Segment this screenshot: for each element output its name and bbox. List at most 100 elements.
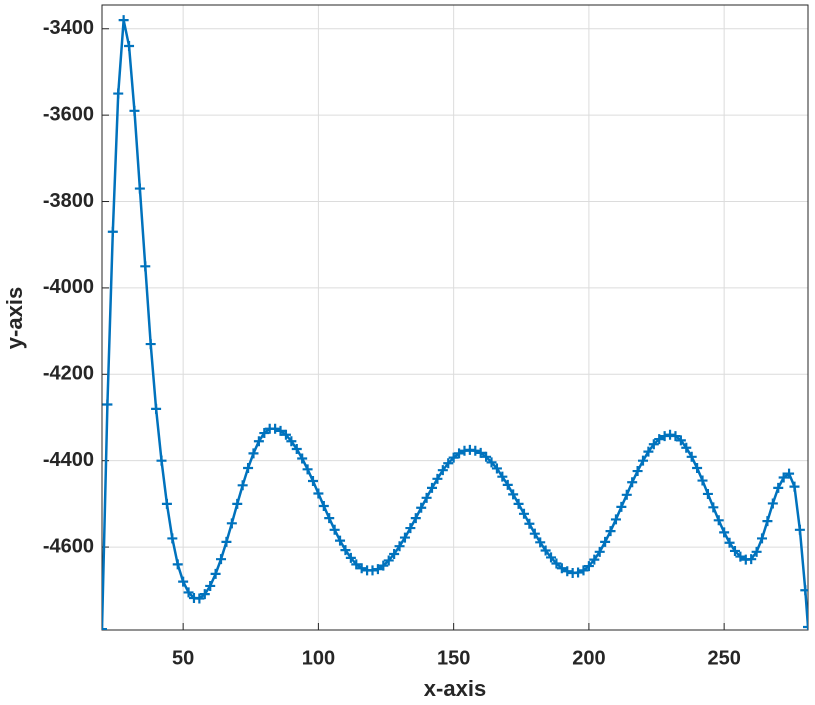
data-marker [389, 548, 400, 559]
data-marker [345, 552, 356, 563]
data-marker [378, 560, 389, 571]
data-marker [637, 455, 648, 466]
data-marker [751, 546, 762, 557]
data-marker [600, 536, 611, 547]
data-marker [232, 498, 243, 509]
data-marker [573, 567, 584, 578]
data-marker [205, 580, 216, 591]
data-marker [697, 475, 708, 486]
data-marker [583, 561, 594, 572]
x-tick-label: 100 [302, 647, 335, 669]
data-marker [757, 533, 768, 544]
data-marker [659, 431, 670, 442]
data-marker [151, 403, 162, 414]
data-marker [410, 513, 421, 524]
data-marker [448, 452, 459, 463]
data-marker [675, 435, 686, 446]
data-marker [654, 434, 665, 445]
data-marker [302, 464, 313, 475]
data-marker [161, 498, 172, 509]
data-marker [773, 482, 784, 493]
data-marker [113, 88, 124, 99]
data-marker [746, 554, 757, 565]
data-marker [800, 585, 808, 596]
data-marker [237, 480, 248, 491]
data-marker [681, 442, 692, 453]
data-marker [167, 533, 178, 544]
data-marker [562, 566, 573, 577]
data-marker [145, 339, 156, 350]
data-marker [589, 554, 600, 565]
data-marker [275, 425, 286, 436]
data-marker [692, 463, 703, 474]
data-marker [803, 621, 808, 630]
data-marker [394, 541, 405, 552]
data-marker [313, 488, 324, 499]
data-marker [367, 565, 378, 576]
x-tick-label: 150 [437, 647, 470, 669]
data-marker [735, 551, 746, 562]
data-marker [140, 261, 151, 272]
data-marker [762, 516, 773, 527]
data-marker [221, 536, 232, 547]
data-marker [529, 528, 540, 539]
data-marker [210, 568, 221, 579]
data-marker [556, 563, 567, 574]
data-marker [329, 524, 340, 535]
data-marker [789, 481, 800, 492]
data-marker [259, 428, 270, 439]
y-tick-label: -4400 [43, 449, 94, 471]
data-marker [194, 593, 205, 604]
data-marker [491, 463, 502, 474]
data-marker [307, 475, 318, 486]
data-marker [280, 429, 291, 440]
data-marker [156, 455, 167, 466]
data-marker [172, 559, 183, 570]
data-marker [432, 473, 443, 484]
data-marker [518, 508, 529, 519]
data-marker [437, 465, 448, 476]
data-marker [632, 466, 643, 477]
data-marker [540, 545, 551, 556]
data-marker [719, 527, 730, 538]
data-marker [102, 624, 107, 630]
data-marker [102, 399, 113, 410]
data-marker [335, 535, 346, 546]
data-marker [643, 446, 654, 457]
data-marker [372, 564, 383, 575]
data-marker [124, 41, 135, 52]
data-marker [416, 502, 427, 513]
data-marker [243, 463, 254, 474]
data-marker [616, 501, 627, 512]
data-marker [729, 545, 740, 556]
data-marker [318, 501, 329, 512]
data-marker [427, 482, 438, 493]
data-marker [134, 183, 145, 194]
data-marker [421, 492, 432, 503]
data-marker [399, 532, 410, 543]
data-line [102, 19, 808, 630]
data-marker [535, 537, 546, 548]
data-marker [291, 444, 302, 455]
y-tick-label: -4600 [43, 535, 94, 557]
data-marker [508, 489, 519, 500]
data-marker [524, 518, 535, 529]
data-marker [648, 439, 659, 450]
data-marker [621, 489, 632, 500]
data-marker [610, 514, 621, 525]
data-marker [443, 458, 454, 469]
data-marker [486, 457, 497, 468]
data-marker [178, 576, 189, 587]
data-marker [107, 226, 118, 237]
x-tick-label: 250 [707, 647, 740, 669]
data-marker [351, 559, 362, 570]
data-marker [594, 546, 605, 557]
data-marker [356, 563, 367, 574]
data-marker [778, 472, 789, 483]
data-marker [475, 447, 486, 458]
y-axis-label: y-axis [2, 287, 27, 349]
data-marker [340, 545, 351, 556]
data-marker [118, 15, 129, 26]
data-marker [226, 518, 237, 529]
